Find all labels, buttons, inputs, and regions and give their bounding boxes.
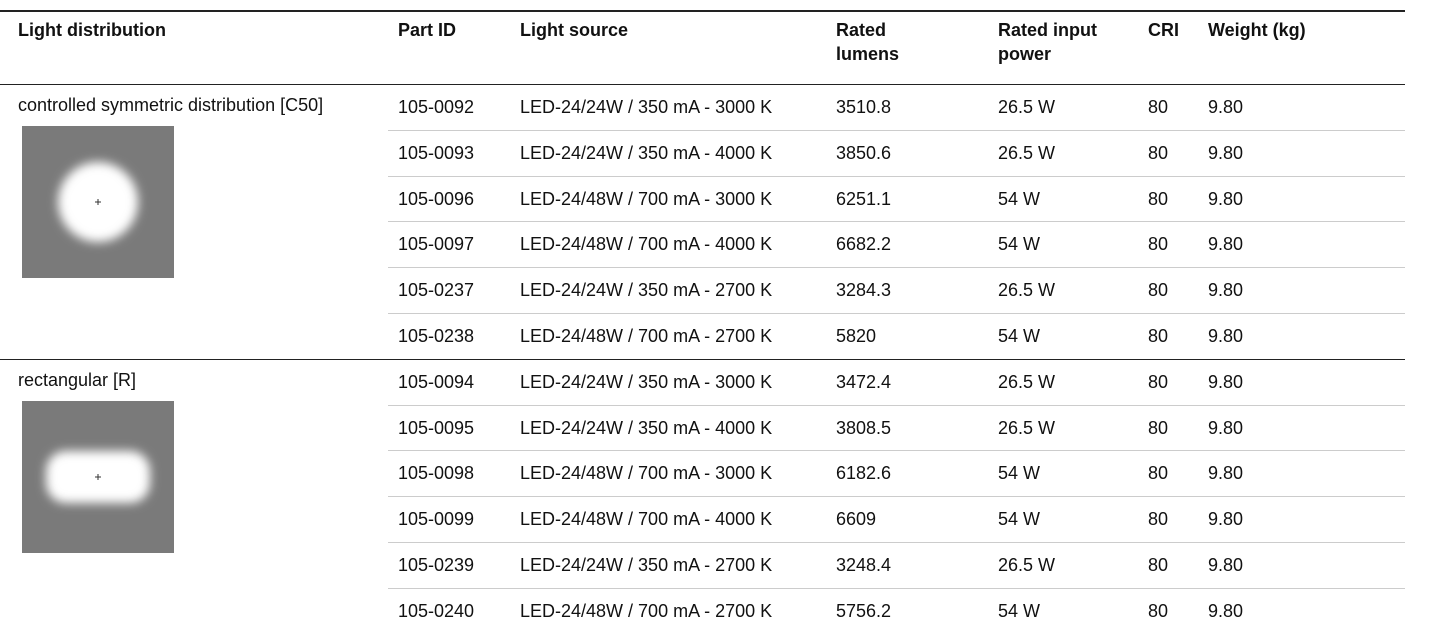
cell: 80	[1148, 461, 1168, 485]
cell: 105-0092	[398, 95, 474, 119]
cell: LED-24/48W / 700 mA - 3000 K	[520, 187, 772, 211]
cell: 3248.4	[836, 553, 891, 577]
cell: 9.80	[1208, 461, 1243, 485]
row-rule	[388, 267, 1405, 268]
cell: 80	[1148, 370, 1168, 394]
group-rule	[0, 359, 1405, 360]
distribution-image	[22, 401, 174, 553]
row-rule	[388, 496, 1405, 497]
cell: 3510.8	[836, 95, 891, 119]
cell: LED-24/48W / 700 mA - 3000 K	[520, 461, 772, 485]
cell: 9.80	[1208, 187, 1243, 211]
cell: 80	[1148, 187, 1168, 211]
cell: 26.5 W	[998, 141, 1055, 165]
cell: 80	[1148, 95, 1168, 119]
cell: 54 W	[998, 599, 1040, 623]
cell: 26.5 W	[998, 95, 1055, 119]
row-rule	[388, 176, 1405, 177]
cell: 105-0237	[398, 278, 474, 302]
cell: 3850.6	[836, 141, 891, 165]
cell: 9.80	[1208, 278, 1243, 302]
column-header: Part ID	[398, 18, 508, 42]
cell: 9.80	[1208, 416, 1243, 440]
cell: 3472.4	[836, 370, 891, 394]
distribution-image	[22, 126, 174, 278]
cell: 80	[1148, 507, 1168, 531]
column-header: Rated input power	[998, 18, 1118, 66]
top-rule	[0, 10, 1405, 12]
cell: 105-0094	[398, 370, 474, 394]
cell: LED-24/24W / 350 mA - 3000 K	[520, 370, 772, 394]
cell: LED-24/24W / 350 mA - 2700 K	[520, 278, 772, 302]
row-rule	[388, 130, 1405, 131]
row-rule	[388, 542, 1405, 543]
cell: 6182.6	[836, 461, 891, 485]
cell: 105-0099	[398, 507, 474, 531]
row-rule	[388, 450, 1405, 451]
cell: 54 W	[998, 507, 1040, 531]
row-rule	[388, 405, 1405, 406]
cell: 54 W	[998, 324, 1040, 348]
page: Light distribution Part ID Light source Rat…	[0, 0, 1435, 634]
cell: 54 W	[998, 461, 1040, 485]
row-rule	[388, 588, 1405, 589]
cell: LED-24/24W / 350 mA - 2700 K	[520, 553, 772, 577]
cell: LED-24/48W / 700 mA - 4000 K	[520, 232, 772, 256]
cell: 9.80	[1208, 141, 1243, 165]
cell: 9.80	[1208, 599, 1243, 623]
cell: LED-24/48W / 700 mA - 2700 K	[520, 324, 772, 348]
cell: LED-24/24W / 350 mA - 4000 K	[520, 141, 772, 165]
cell: 3284.3	[836, 278, 891, 302]
cell: 80	[1148, 278, 1168, 302]
cell: 6609	[836, 507, 876, 531]
cell: 80	[1148, 599, 1168, 623]
cell: 105-0093	[398, 141, 474, 165]
cell: 80	[1148, 553, 1168, 577]
header-rule	[0, 84, 1405, 85]
cell: 80	[1148, 416, 1168, 440]
cell: 26.5 W	[998, 278, 1055, 302]
cell: 9.80	[1208, 553, 1243, 577]
cell: 6682.2	[836, 232, 891, 256]
cell: 9.80	[1208, 370, 1243, 394]
cell: 105-0096	[398, 187, 474, 211]
group-label: controlled symmetric distribution [C50]	[18, 92, 348, 118]
cell: 26.5 W	[998, 553, 1055, 577]
cell: 80	[1148, 141, 1168, 165]
cell: 54 W	[998, 187, 1040, 211]
cell: 54 W	[998, 232, 1040, 256]
cell: LED-24/48W / 700 mA - 2700 K	[520, 599, 772, 623]
cell: 105-0240	[398, 599, 474, 623]
column-header: Light source	[520, 18, 820, 42]
cell: 9.80	[1208, 324, 1243, 348]
cell: 80	[1148, 232, 1168, 256]
cell: 6251.1	[836, 187, 891, 211]
cell: LED-24/48W / 700 mA - 4000 K	[520, 507, 772, 531]
cell: 105-0239	[398, 553, 474, 577]
cell: 3808.5	[836, 416, 891, 440]
cell: 105-0095	[398, 416, 474, 440]
cell: 105-0097	[398, 232, 474, 256]
cell: LED-24/24W / 350 mA - 3000 K	[520, 95, 772, 119]
cell: LED-24/24W / 350 mA - 4000 K	[520, 416, 772, 440]
cell: 80	[1148, 324, 1168, 348]
cell: 5820	[836, 324, 876, 348]
cell: 105-0098	[398, 461, 474, 485]
column-header: Light distribution	[18, 18, 378, 42]
cell: 26.5 W	[998, 370, 1055, 394]
cell: 105-0238	[398, 324, 474, 348]
cell: 9.80	[1208, 95, 1243, 119]
cell: 5756.2	[836, 599, 891, 623]
cell: 9.80	[1208, 507, 1243, 531]
column-header: Weight (kg)	[1208, 18, 1358, 42]
group-label: rectangular [R]	[18, 367, 348, 393]
cell: 26.5 W	[998, 416, 1055, 440]
row-rule	[388, 221, 1405, 222]
cell: 9.80	[1208, 232, 1243, 256]
row-rule	[388, 313, 1405, 314]
column-header: CRI	[1148, 18, 1198, 42]
column-header: Rated lumens	[836, 18, 926, 66]
